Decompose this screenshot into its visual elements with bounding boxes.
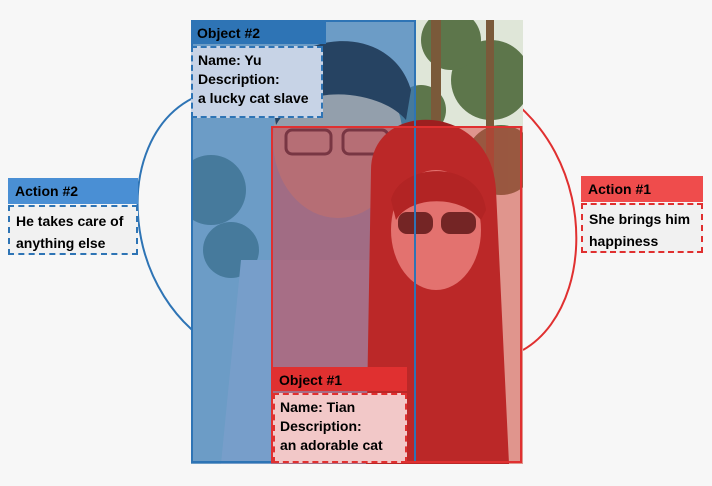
action-1-line2: happiness <box>589 233 659 249</box>
object-1-title: Object #1 <box>273 367 407 391</box>
action-2-box: He takes care of anything else <box>8 205 138 255</box>
action-2-line1: He takes care of <box>16 213 124 229</box>
object-1-desc: an adorable cat <box>280 437 383 453</box>
action-1-box: She brings him happiness <box>581 203 703 253</box>
object-2-name: Name: Yu <box>198 52 262 68</box>
action-1-line1: She brings him <box>589 211 691 227</box>
blue-arc <box>136 97 229 354</box>
action-2-line2: anything else <box>16 235 106 251</box>
object-2-details: Name: Yu Description: a lucky cat slave <box>191 46 323 118</box>
action-2-title: Action #2 <box>8 178 138 204</box>
object-2-title: Object #2 <box>191 22 326 44</box>
action-1-title: Action #1 <box>581 176 703 202</box>
object-2-desc-label: Description: <box>198 71 280 87</box>
object-2-desc: a lucky cat slave <box>198 90 309 106</box>
object-1-name: Name: Tian <box>280 399 356 415</box>
object-1-details: Name: Tian Description: an adorable cat <box>273 393 407 463</box>
object-1-desc-label: Description: <box>280 418 362 434</box>
